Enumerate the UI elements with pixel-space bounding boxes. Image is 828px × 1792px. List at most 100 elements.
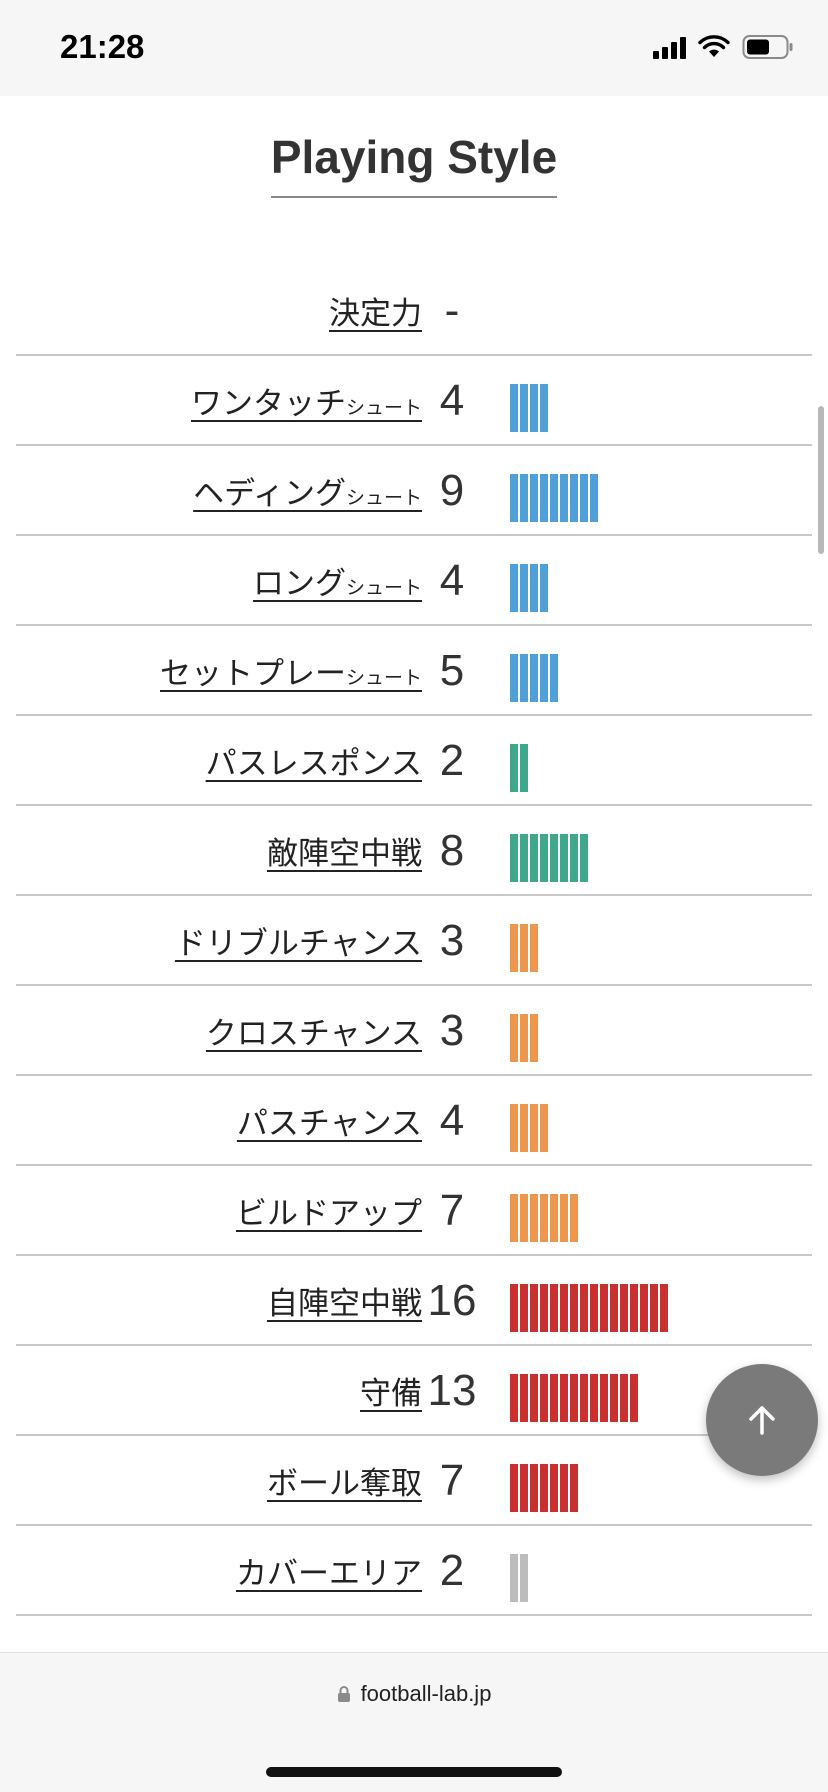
bar-segment <box>590 474 598 522</box>
style-label: セットプレー <box>159 656 346 692</box>
bar-segment <box>630 1284 638 1332</box>
style-level-bar <box>510 1284 668 1332</box>
style-row: セットプレーシュート 5 <box>16 626 812 716</box>
bar-segment <box>580 1374 588 1422</box>
bar-segment <box>520 474 528 522</box>
style-label-link[interactable]: ボール奪取 <box>267 1458 422 1503</box>
bar-segment <box>520 924 528 972</box>
style-label-link[interactable]: ワンタッチシュート <box>191 378 422 423</box>
bar-segment <box>570 1464 578 1512</box>
style-label-link[interactable]: 決定力 <box>329 288 422 333</box>
style-label-link[interactable]: パスレスポンス <box>206 738 422 783</box>
bar-segment <box>530 564 538 612</box>
bar-segment <box>520 1554 528 1602</box>
style-label: パスレスポンス <box>205 746 422 782</box>
address-bar[interactable]: football-lab.jp <box>0 1681 828 1707</box>
style-value: 5 <box>439 646 465 695</box>
bar-segment <box>550 1374 558 1422</box>
style-label-link[interactable]: クロスチャンス <box>206 1008 422 1053</box>
bar-segment <box>650 1284 658 1332</box>
bar-segment <box>600 1374 608 1422</box>
bar-segment <box>590 1374 598 1422</box>
bar-segment <box>530 1464 538 1512</box>
bar-segment <box>520 654 528 702</box>
style-value: 16 <box>427 1276 477 1325</box>
bar-segment <box>520 1104 528 1152</box>
page-title: Playing Style <box>270 130 558 198</box>
style-value: - <box>444 286 460 335</box>
style-row: クロスチャンス 3 <box>16 986 812 1076</box>
style-label-link[interactable]: ドリブルチャンス <box>175 918 422 963</box>
bar-segment <box>520 744 528 792</box>
bar-segment <box>510 834 518 882</box>
style-value: 7 <box>439 1456 465 1505</box>
style-level-bar <box>510 1104 548 1152</box>
style-label: 自陣空中戦 <box>267 1286 422 1322</box>
bar-segment <box>530 384 538 432</box>
style-row: パスチャンス 4 <box>16 1076 812 1166</box>
style-level-bar <box>510 384 548 432</box>
bar-segment <box>510 564 518 612</box>
style-label-link[interactable]: セットプレーシュート <box>160 648 422 693</box>
style-label-link[interactable]: パスチャンス <box>237 1098 422 1143</box>
style-value: 4 <box>439 376 465 425</box>
bar-segment <box>590 1284 598 1332</box>
bar-segment <box>550 1284 558 1332</box>
style-label: パスチャンス <box>236 1106 422 1142</box>
style-label: ヘディング <box>193 476 346 512</box>
style-value: 2 <box>439 1546 465 1595</box>
url-text: football-lab.jp <box>360 1681 492 1706</box>
style-row: ワンタッチシュート 4 <box>16 356 812 446</box>
style-label: ワンタッチ <box>190 386 346 422</box>
bar-segment <box>520 834 528 882</box>
bar-segment <box>540 1464 548 1512</box>
style-value: 3 <box>439 916 465 965</box>
style-value: 2 <box>439 736 465 785</box>
style-label-link[interactable]: カバーエリア <box>236 1548 422 1593</box>
scrollbar[interactable] <box>818 406 824 554</box>
bar-segment <box>570 1194 578 1242</box>
bar-segment <box>630 1374 638 1422</box>
browser-bottom-bar: football-lab.jp <box>0 1652 828 1792</box>
style-label: カバーエリア <box>236 1556 422 1592</box>
style-row: 守備 13 <box>16 1346 812 1436</box>
style-label: 守備 <box>360 1376 422 1412</box>
style-level-bar <box>510 1554 528 1602</box>
bar-segment <box>620 1284 628 1332</box>
style-level-bar <box>510 1464 578 1512</box>
style-label: クロスチャンス <box>205 1016 422 1052</box>
style-label-link[interactable]: 自陣空中戦 <box>267 1278 422 1323</box>
style-row: 自陣空中戦 16 <box>16 1256 812 1346</box>
bar-segment <box>540 564 548 612</box>
bar-segment <box>640 1284 648 1332</box>
bar-segment <box>530 1104 538 1152</box>
bar-segment <box>560 1374 568 1422</box>
lock-icon <box>337 1686 350 1702</box>
wifi-icon <box>698 35 730 57</box>
style-label-link[interactable]: ヘディングシュート <box>193 468 422 513</box>
style-label-link[interactable]: 守備 <box>360 1368 422 1413</box>
back-to-top-button[interactable] <box>706 1364 818 1476</box>
bar-segment <box>550 1194 558 1242</box>
bar-segment <box>570 474 578 522</box>
home-indicator <box>266 1767 562 1777</box>
arrow-up-icon <box>749 1406 775 1435</box>
style-level-bar <box>510 834 588 882</box>
bar-segment <box>530 474 538 522</box>
style-value: 7 <box>439 1186 465 1235</box>
bar-segment <box>520 1194 528 1242</box>
style-label: ビルドアップ <box>236 1196 422 1232</box>
bar-segment <box>510 1104 518 1152</box>
style-label-link[interactable]: ビルドアップ <box>236 1188 422 1233</box>
style-label: ドリブルチャンス <box>174 926 422 962</box>
bar-segment <box>580 474 588 522</box>
style-label-link[interactable]: 敵陣空中戦 <box>267 828 422 873</box>
bar-segment <box>510 924 518 972</box>
bar-segment <box>550 834 558 882</box>
bar-segment <box>540 1104 548 1152</box>
style-value: 8 <box>439 826 465 875</box>
status-icons <box>653 34 794 60</box>
style-label-sub: シュート <box>345 487 422 509</box>
style-label-link[interactable]: ロングシュート <box>253 558 422 603</box>
bar-segment <box>540 474 548 522</box>
